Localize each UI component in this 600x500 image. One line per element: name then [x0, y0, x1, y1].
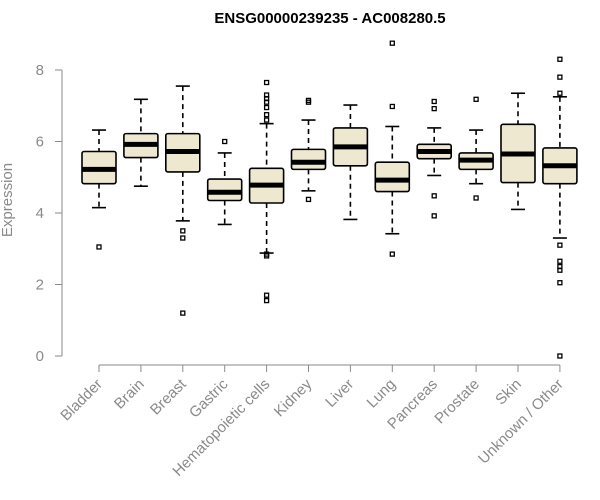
- outlier-point: [557, 74, 563, 80]
- outlier-point: [557, 90, 563, 96]
- y-tick-label: 4: [36, 205, 44, 222]
- chart-title: ENSG00000239235 - AC008280.5: [214, 10, 445, 27]
- y-tick-label: 8: [36, 62, 44, 79]
- outlier-point: [389, 103, 395, 110]
- outlier-point: [222, 138, 228, 145]
- box-group: [458, 96, 494, 201]
- box-group: [123, 98, 159, 187]
- plot-area: [81, 40, 578, 359]
- box-group: [290, 97, 327, 203]
- outlier-point: [263, 112, 270, 118]
- outlier-point: [180, 235, 186, 241]
- outlier-point: [557, 56, 563, 62]
- box-group: [332, 104, 369, 221]
- x-tick-label: Kidney: [271, 375, 316, 420]
- outlier-point: [431, 193, 437, 199]
- outlier-point: [557, 280, 563, 286]
- outlier-point: [180, 310, 186, 316]
- box-group: [416, 98, 453, 219]
- outlier-point: [389, 40, 395, 46]
- outlier-point: [473, 96, 479, 102]
- box-group: [206, 138, 243, 226]
- outlier-point: [431, 213, 437, 219]
- box-group: [248, 79, 285, 304]
- outlier-point: [305, 196, 312, 203]
- outlier-point: [263, 104, 270, 111]
- outlier-point: [557, 258, 563, 264]
- y-tick-label: 6: [36, 134, 44, 151]
- x-tick-label: Prostate: [431, 376, 483, 428]
- outlier-point: [263, 292, 270, 298]
- outlier-point: [431, 105, 437, 112]
- x-tick-label: Lung: [364, 376, 400, 412]
- y-tick-label: 0: [36, 348, 44, 365]
- outlier-point: [557, 353, 563, 359]
- outlier-point: [263, 253, 270, 259]
- outlier-point: [96, 244, 102, 250]
- y-axis: 0 2 4 6 8: [36, 62, 63, 365]
- outlier-point: [557, 267, 563, 273]
- x-tick-label: Skin: [492, 376, 525, 409]
- outlier-point: [389, 251, 395, 257]
- iqr-box: [290, 148, 327, 171]
- iqr-box: [206, 178, 243, 202]
- outlier-point: [263, 297, 270, 304]
- x-tick-label: Bladder: [57, 376, 106, 425]
- outlier-point: [473, 195, 479, 201]
- outlier-point: [557, 242, 563, 248]
- outlier-point: [305, 99, 312, 105]
- y-tick-label: 2: [36, 277, 44, 294]
- outlier-point: [263, 79, 270, 86]
- x-tick-label: Liver: [322, 376, 357, 411]
- outlier-point: [263, 117, 270, 123]
- outlier-point: [263, 99, 270, 105]
- box-group: [81, 129, 117, 250]
- box-group: [500, 92, 536, 211]
- box-group: [165, 85, 201, 316]
- box-group: [374, 40, 411, 257]
- iqr-box: [374, 161, 411, 193]
- x-tick-label: Breast: [147, 375, 190, 418]
- y-axis-label: Expression: [0, 163, 16, 237]
- box-group: [542, 56, 578, 359]
- x-tick-label: Brain: [111, 376, 148, 413]
- outlier-point: [180, 228, 186, 234]
- outlier-point: [431, 98, 437, 105]
